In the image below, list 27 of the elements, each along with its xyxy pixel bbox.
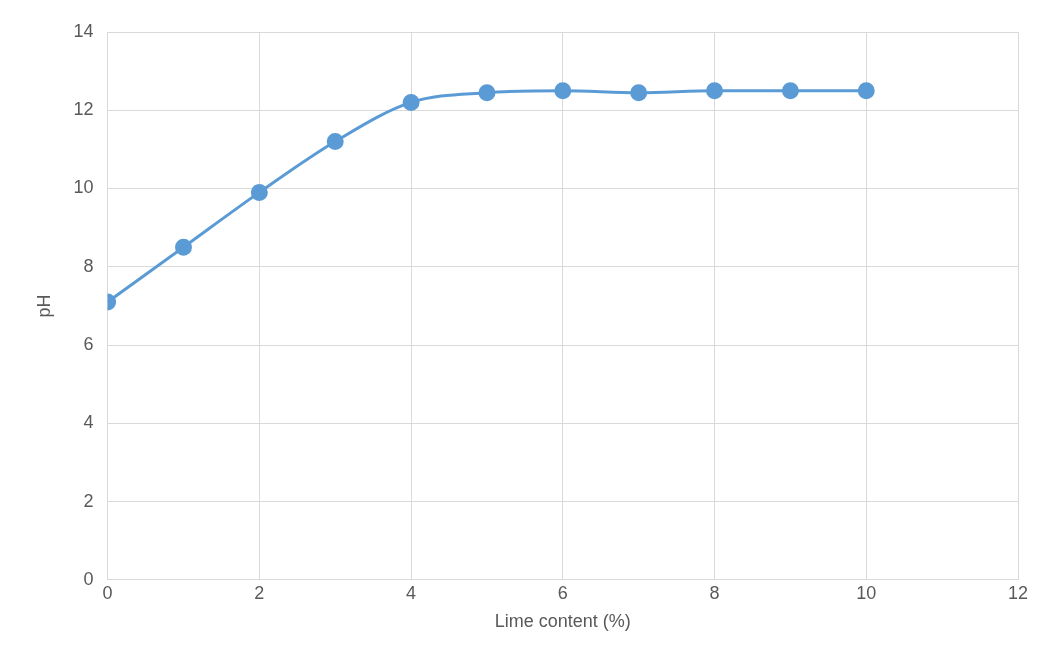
point [781,82,799,100]
x-tick-label: 0 [102,582,113,603]
point [857,82,875,100]
y-tick-label: 2 [83,490,94,511]
x-tick-label: 4 [406,582,417,603]
y-tick-label: 6 [83,334,94,354]
y-tick-label: 14 [73,20,94,41]
y-tick-label: 4 [83,412,94,433]
point [706,82,724,100]
point [554,82,572,100]
point [478,84,496,102]
x-tick-label: 10 [856,582,877,603]
x-tick-label: 6 [557,582,568,603]
x-tick-label: 12 [1007,582,1029,603]
point [630,84,648,102]
point [250,183,268,201]
y-tick-label: 12 [73,99,94,120]
y-tick-label: 8 [83,255,94,276]
y-tick-label: 0 [83,568,94,589]
point [326,133,344,151]
x-axis-title: Lime content (%) [494,611,631,632]
y-tick-label: 10 [73,177,94,198]
x-tick-label: 8 [709,582,720,603]
y-axis-title: pH [33,294,54,318]
x-tick-label: 2 [254,582,265,603]
point [174,238,192,256]
point [402,93,420,111]
